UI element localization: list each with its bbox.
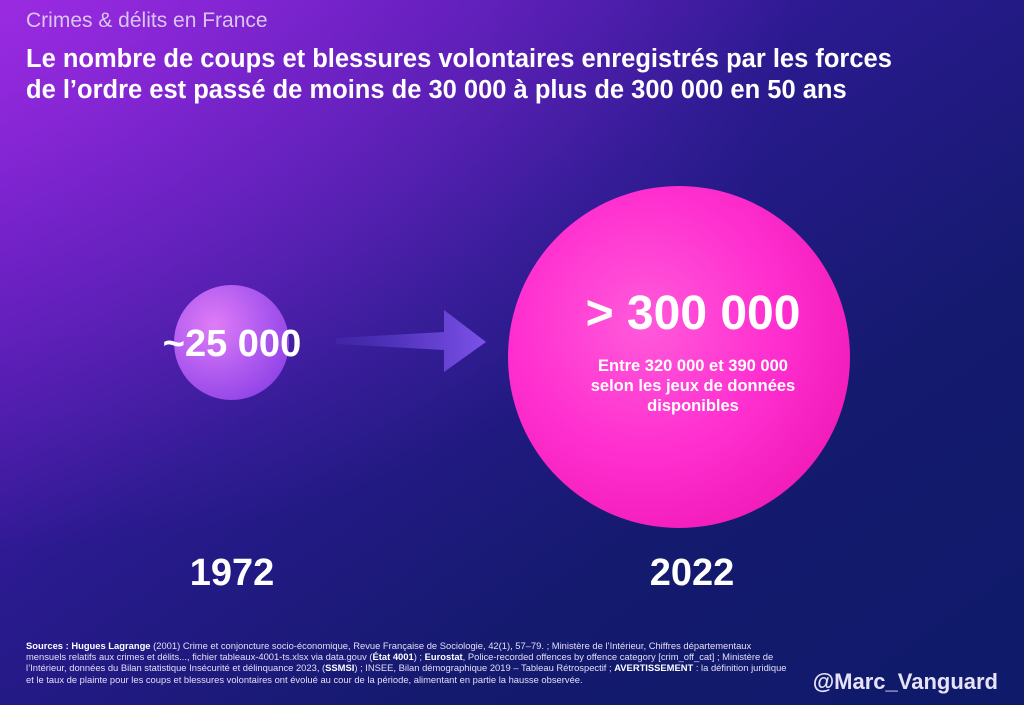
value-label-1972: ~25 000 — [162, 323, 302, 365]
sources-segment: ) ; INSEE, Bilan démographique 2019 – Ta… — [354, 662, 615, 674]
annotation-2022: Entre 320 000 et 390 000 selon les jeux … — [590, 357, 796, 415]
sources-segment: ) ; — [413, 651, 425, 663]
sources-segment: SSMSI — [325, 662, 355, 674]
title-line-2: de l’ordre est passé de moins de 30 000 … — [26, 76, 847, 104]
kicker: Crimes & délits en France — [26, 9, 268, 32]
year-label-2022: 2022 — [649, 552, 735, 594]
sources-segment: , Police-recorded offences by offence ca… — [26, 651, 774, 674]
author-handle: @Marc_Vanguard — [812, 669, 998, 694]
sources-segment: : la définition juridique et le taux de … — [26, 662, 787, 685]
sources-segment: Eurostat — [424, 651, 463, 663]
arrow-icon — [336, 310, 486, 372]
sources-segment: État 4001 — [372, 651, 414, 663]
value-label-2022: > 300 000 — [585, 287, 801, 340]
page-title: Le nombre de coups et blessures volontai… — [26, 44, 1006, 106]
bubble-2022 — [508, 186, 850, 528]
title-line-1: Le nombre de coups et blessures volontai… — [26, 45, 892, 73]
year-label-1972: 1972 — [189, 552, 275, 594]
bubble-1972 — [174, 285, 289, 400]
sources-text: Sources : Hugues Lagrange (2001) Crime e… — [26, 640, 792, 685]
sources-segment: AVERTISSEMENT — [614, 662, 694, 674]
sources-segment: (2001) Crime et conjoncture socio-économ… — [26, 640, 752, 663]
sources-segment: Sources : Hugues Lagrange — [26, 640, 151, 651]
